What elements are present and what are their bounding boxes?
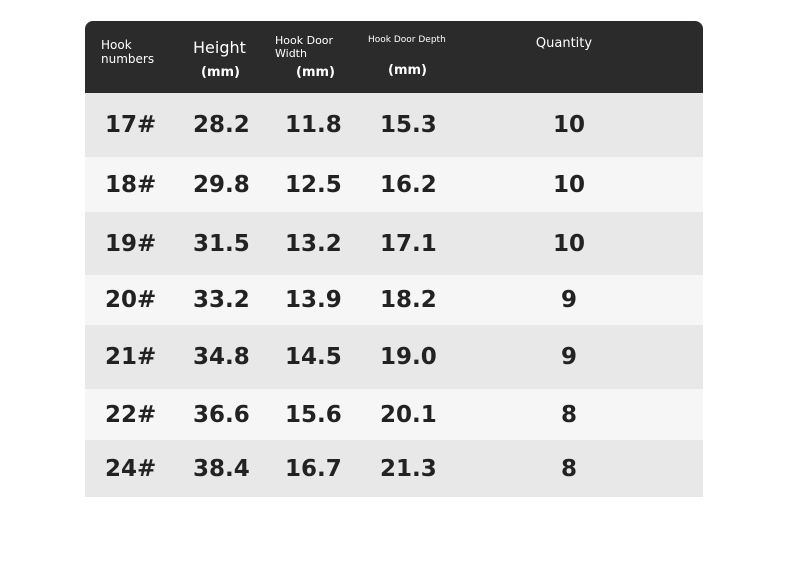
table-cell: 16.7 — [285, 455, 342, 482]
table-cell: 10 — [552, 171, 585, 198]
table-cell: 10 — [552, 112, 585, 138]
table-cell: 8 — [560, 401, 577, 428]
table-cell: 22# — [105, 401, 157, 428]
table-row: 17# 28.2 11.8 15.3 10 — [85, 93, 703, 157]
table-cell: 14.5 — [285, 344, 342, 370]
table-cell: 21# — [105, 344, 157, 370]
header-unit: (mm) — [201, 65, 240, 80]
table-cell: 10 — [552, 230, 585, 257]
table-cell: 36.6 — [193, 401, 250, 428]
header-label: Height — [193, 38, 246, 57]
table-cell: 13.9 — [285, 287, 342, 313]
table-cell: 15.6 — [285, 401, 342, 428]
table-cell: 12.5 — [285, 171, 342, 198]
table-cell: 34.8 — [193, 344, 250, 370]
table-row: 19# 31.5 13.2 17.1 10 — [85, 212, 703, 275]
header-label: Hook numbers — [101, 38, 155, 66]
table-row: 20# 33.2 13.9 18.2 9 — [85, 275, 703, 325]
table-cell: 8 — [560, 455, 577, 482]
table-row: 21# 34.8 14.5 19.0 9 — [85, 325, 703, 389]
table-cell: 24# — [105, 455, 157, 482]
header-label: Hook Door Width — [275, 34, 334, 60]
table-cell: 18.2 — [380, 287, 437, 313]
table-cell: 38.4 — [193, 455, 250, 482]
table-cell: 17.1 — [380, 230, 437, 257]
header-unit: (mm) — [296, 65, 335, 80]
table-cell: 18# — [105, 171, 157, 198]
table-cell: 9 — [560, 344, 577, 370]
table-cell: 19.0 — [380, 344, 437, 370]
table-cell: 17# — [105, 112, 157, 138]
table-row: 24# 38.4 16.7 21.3 8 — [85, 440, 703, 497]
table-cell: 16.2 — [380, 171, 437, 198]
table-cell: 11.8 — [285, 112, 342, 138]
table-header: Hook numbers Height (mm) Hook Door Width… — [85, 21, 703, 93]
table-row: 18# 29.8 12.5 16.2 10 — [85, 157, 703, 212]
table-cell: 20# — [105, 287, 157, 313]
table-cell: 20.1 — [380, 401, 437, 428]
table-cell: 15.3 — [380, 112, 437, 138]
table-cell: 29.8 — [193, 171, 250, 198]
table-cell: 19# — [105, 230, 157, 257]
spec-table: Hook numbers Height (mm) Hook Door Width… — [85, 21, 703, 497]
table-cell: 13.2 — [285, 230, 342, 257]
table-cell: 31.5 — [193, 230, 250, 257]
header-label: Quantity — [535, 36, 593, 51]
table-cell: 28.2 — [193, 112, 250, 138]
table-cell: 21.3 — [380, 455, 437, 482]
header-label: Hook Door Depth — [368, 35, 446, 45]
table-cell: 9 — [560, 287, 577, 313]
header-unit: (mm) — [388, 63, 427, 78]
table-row: 22# 36.6 15.6 20.1 8 — [85, 389, 703, 440]
table-cell: 33.2 — [193, 287, 250, 313]
